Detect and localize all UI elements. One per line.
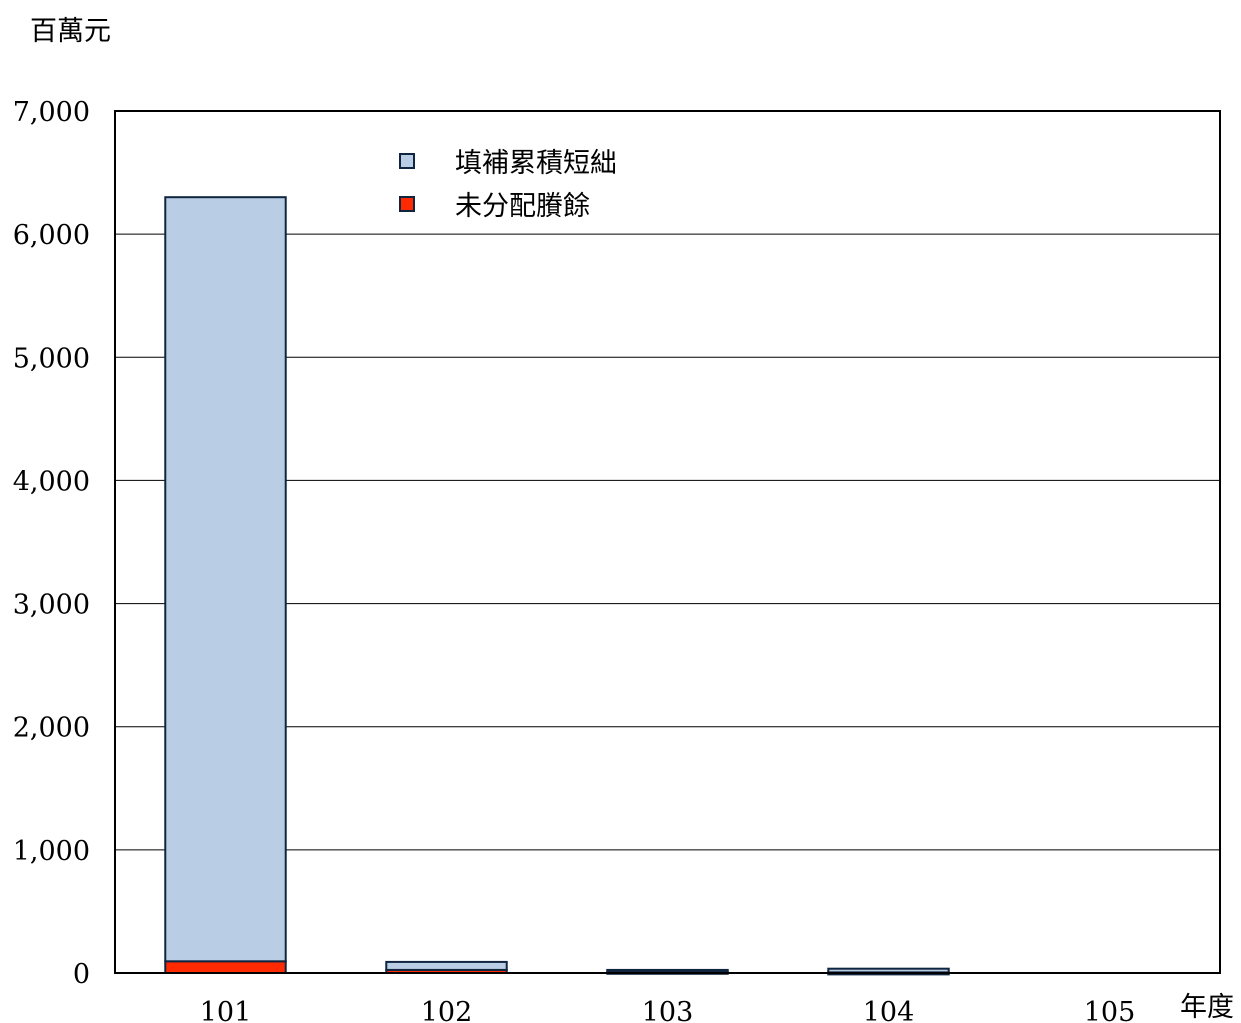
bars bbox=[164, 196, 950, 976]
y-tick-label: 4,000 bbox=[13, 466, 90, 497]
x-tick-labels: 101 102 103 104 105 bbox=[200, 997, 1136, 1023]
x-tick-label: 102 bbox=[421, 997, 473, 1023]
plot-area-frame bbox=[114, 110, 1221, 974]
bar-segment bbox=[164, 960, 287, 975]
bar-segment bbox=[606, 968, 729, 973]
bar-segment bbox=[827, 967, 950, 974]
y-axis-unit-label: 百萬元 bbox=[30, 16, 111, 47]
y-tick-label: 0 bbox=[73, 959, 90, 990]
legend-swatch bbox=[399, 196, 415, 212]
y-tick-label: 5,000 bbox=[13, 343, 90, 374]
bar-segment bbox=[385, 960, 508, 971]
legend-label: 填補累積短絀 bbox=[455, 148, 617, 179]
y-tick-labels: 0 1,000 2,000 3,000 4,000 5,000 6,000 7,000 bbox=[13, 97, 90, 990]
x-tick-label: 101 bbox=[200, 997, 252, 1023]
gridlines bbox=[115, 233, 1220, 851]
y-tick-label: 6,000 bbox=[13, 220, 90, 251]
y-tick-label: 3,000 bbox=[13, 590, 90, 621]
legend-label: 未分配賸餘 bbox=[455, 191, 590, 222]
y-tick-label: 1,000 bbox=[13, 836, 90, 867]
x-tick-label: 104 bbox=[863, 997, 915, 1023]
x-tick-label: 105 bbox=[1084, 997, 1136, 1023]
x-axis-unit-label: 年度 bbox=[1180, 992, 1234, 1023]
bar-segment bbox=[164, 196, 287, 963]
y-tick-label: 2,000 bbox=[13, 713, 90, 744]
legend-swatch bbox=[399, 153, 415, 169]
y-tick-label: 7,000 bbox=[13, 97, 90, 128]
x-tick-label: 103 bbox=[642, 997, 694, 1023]
